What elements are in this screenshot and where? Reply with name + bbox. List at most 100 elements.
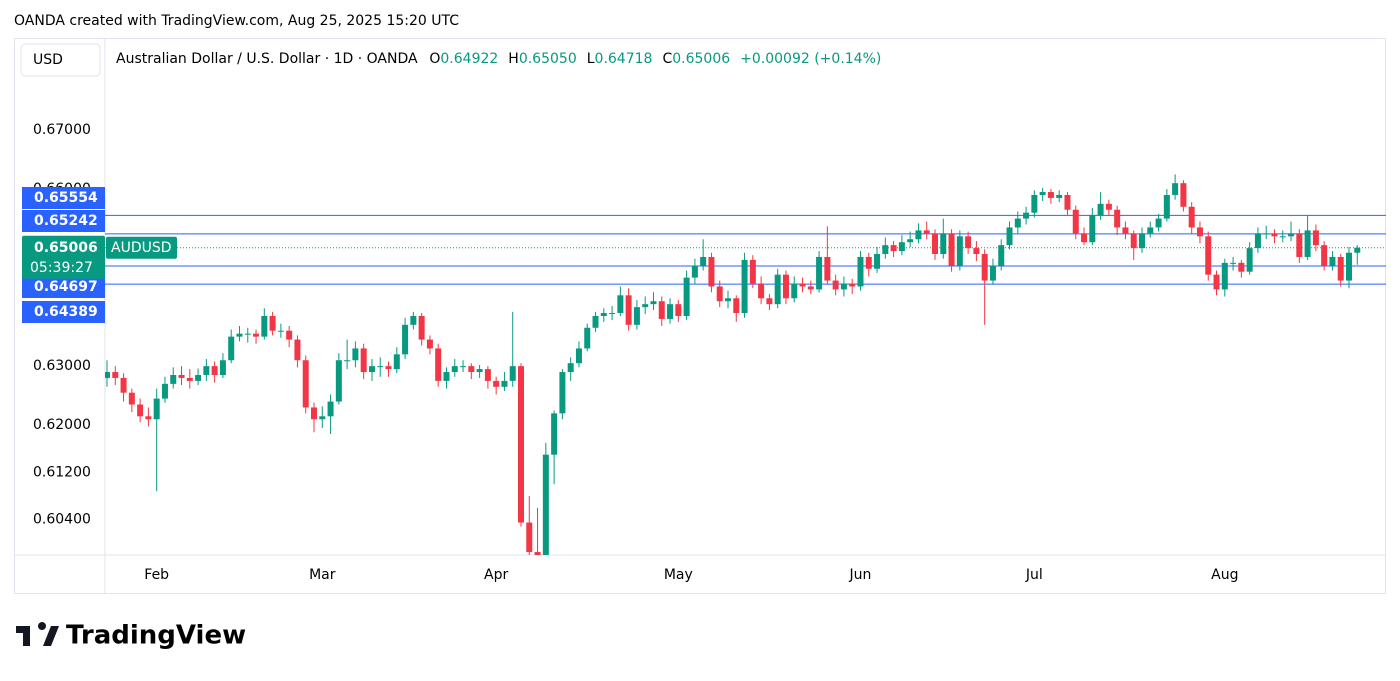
candle-body xyxy=(907,239,914,243)
candle-body xyxy=(592,315,599,328)
price-badge-label: 0.65554 xyxy=(34,190,98,206)
countdown: 05:39:27 xyxy=(30,260,93,276)
candle-body xyxy=(1279,236,1286,238)
candle-body xyxy=(105,372,110,378)
candle-body xyxy=(410,315,417,325)
x-tick-label: Jun xyxy=(849,567,872,583)
candle-body xyxy=(989,265,996,281)
candle-body xyxy=(865,256,872,269)
legend-key: H xyxy=(508,51,519,67)
candle-body xyxy=(1014,218,1021,228)
candle-body xyxy=(1296,233,1303,257)
candle-body xyxy=(1321,245,1328,266)
overlay: 0.670000.660000.630000.620000.612000.604… xyxy=(22,122,1238,583)
candle-body xyxy=(1031,194,1038,213)
candle-body xyxy=(965,236,972,249)
candle-body xyxy=(1039,192,1046,195)
legend-value: 0.65006 xyxy=(672,51,730,67)
legend-value: 0.65050 xyxy=(519,51,577,67)
candle-body xyxy=(575,348,582,364)
candle-body xyxy=(1346,252,1352,281)
candle-body xyxy=(1163,194,1170,219)
candle-body xyxy=(633,307,640,325)
price-badge xyxy=(22,187,105,209)
candle-body xyxy=(534,552,541,555)
candle-body xyxy=(733,298,740,314)
candle-body xyxy=(1304,230,1311,257)
currency-box[interactable] xyxy=(20,43,101,77)
candle-body xyxy=(493,380,500,387)
candle-body xyxy=(725,298,731,302)
y-tick-label: 0.61200 xyxy=(33,464,91,480)
candle-body xyxy=(542,454,549,555)
candle-body xyxy=(1337,256,1344,281)
candle-body xyxy=(1130,233,1137,249)
legend-key: C xyxy=(662,51,672,67)
candle-body xyxy=(642,304,649,308)
candle-body xyxy=(857,256,864,287)
candle-body xyxy=(683,277,690,316)
candle-body xyxy=(816,256,823,290)
candle-body xyxy=(1271,233,1278,237)
logo-mark xyxy=(16,622,59,646)
candle-body xyxy=(269,315,276,331)
candle-body xyxy=(170,374,177,384)
candle-body xyxy=(915,230,922,240)
candle-body xyxy=(849,283,856,287)
candle-body xyxy=(1329,256,1336,266)
candle-body xyxy=(137,404,144,417)
candle-body xyxy=(948,233,955,266)
candle-body xyxy=(1205,236,1212,275)
candle-body xyxy=(377,366,384,368)
candle-body xyxy=(890,245,897,252)
legend-value: 0.64922 xyxy=(440,51,498,67)
candle-body xyxy=(286,330,293,340)
candle-body xyxy=(186,377,193,381)
candle-body xyxy=(360,348,367,373)
candle-body xyxy=(451,366,458,373)
candle-body xyxy=(1312,230,1319,246)
price-badge xyxy=(22,276,105,298)
legend-key: O xyxy=(429,51,440,67)
candle-body xyxy=(1147,227,1154,234)
candle-body xyxy=(203,366,210,375)
candle-body xyxy=(460,366,467,368)
candle-body xyxy=(228,336,235,361)
candle-body xyxy=(824,256,831,281)
candle-body xyxy=(1188,206,1195,228)
candle-body xyxy=(832,280,839,290)
candle-body xyxy=(311,407,317,420)
candle-body xyxy=(120,377,127,393)
candle-body xyxy=(112,372,119,378)
candle-body xyxy=(443,372,450,381)
candle-body xyxy=(219,360,226,375)
candle-body xyxy=(1288,233,1295,237)
candle-body xyxy=(981,254,988,281)
legend-key: L xyxy=(587,51,595,67)
candle-body xyxy=(1072,209,1079,234)
candle-body xyxy=(807,286,814,290)
candle-body xyxy=(1230,262,1237,264)
candle-body xyxy=(1105,203,1112,210)
candle-body xyxy=(1056,194,1063,198)
candle-body xyxy=(1097,203,1104,216)
candle-body xyxy=(691,265,698,278)
candle-body xyxy=(791,283,798,299)
y-tick-label: 0.63000 xyxy=(33,358,91,374)
candle-body xyxy=(1155,218,1162,228)
candle-body xyxy=(551,413,558,455)
x-tick-label: Jul xyxy=(1025,567,1043,583)
x-tick-label: Feb xyxy=(144,567,169,583)
candle-body xyxy=(352,348,359,361)
candle-body xyxy=(973,248,980,255)
candle-body xyxy=(874,254,881,269)
candle-body xyxy=(617,295,624,314)
candle-body xyxy=(1196,227,1203,237)
candle-body xyxy=(650,301,657,305)
candle-body xyxy=(882,245,889,255)
candle-body xyxy=(1089,215,1096,243)
candle-body xyxy=(509,366,516,381)
candle-body xyxy=(402,324,409,355)
y-tick-label: 0.67000 xyxy=(33,122,91,138)
symbol-badge xyxy=(106,236,177,259)
